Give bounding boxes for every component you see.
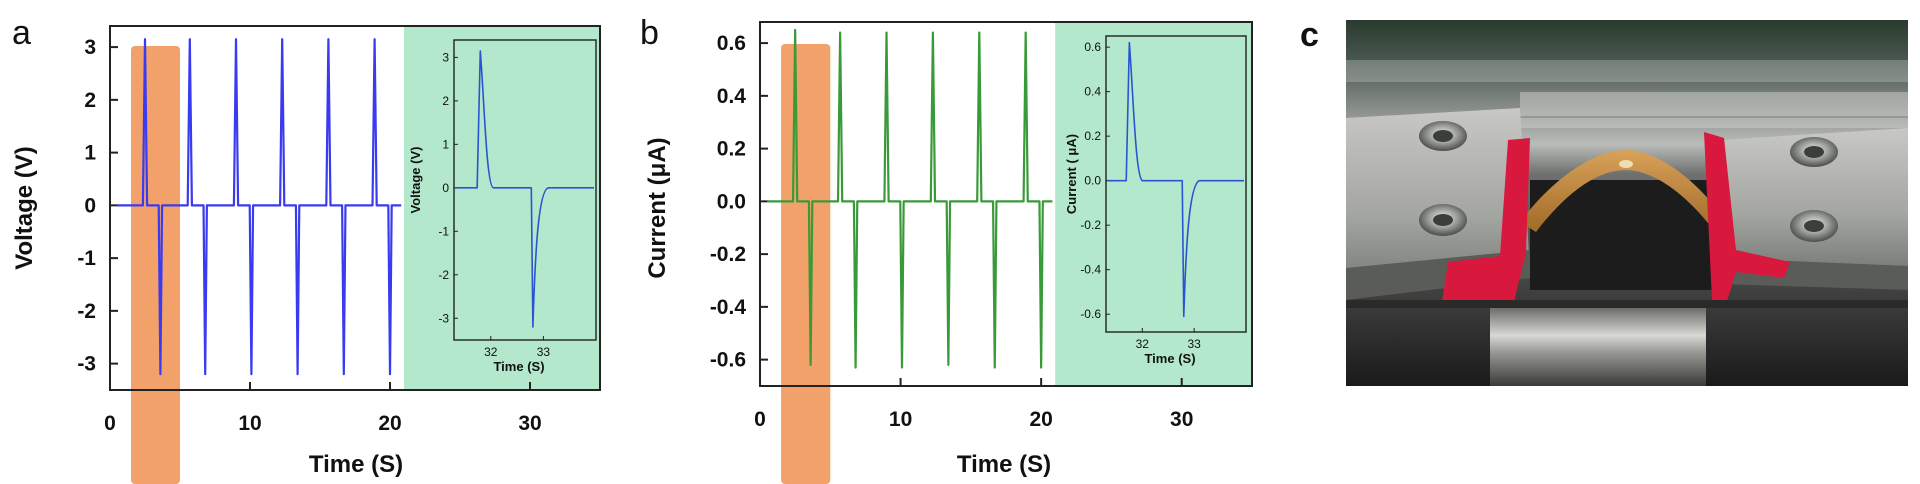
y-axis-label-b: Current (μA) xyxy=(644,137,671,278)
peak-negative xyxy=(343,373,345,375)
inset-y-tick-label: 0 xyxy=(442,181,449,195)
y-tick-label: -0.4 xyxy=(710,296,747,319)
inset-y-axis-label: Voltage (V) xyxy=(408,147,423,214)
device-photo xyxy=(1346,20,1908,386)
highlight-band xyxy=(781,44,831,484)
peak-negative xyxy=(901,366,903,369)
panel-label-a: a xyxy=(12,14,31,52)
y-tick-label: 1 xyxy=(84,142,96,165)
y-tick-label: 2 xyxy=(84,89,96,112)
inset-x-axis-label: Time (S) xyxy=(1144,351,1195,366)
inset-x-tick-label: 32 xyxy=(1136,337,1150,351)
inset-y-tick-label: 0.2 xyxy=(1084,129,1101,143)
peak-positive xyxy=(327,38,330,40)
y-tick-label: -0.2 xyxy=(710,243,746,266)
inset-y-tick-label: 0.6 xyxy=(1084,40,1101,54)
x-axis-label-b: Time (S) xyxy=(957,451,1051,478)
peak-positive xyxy=(189,38,191,40)
peak-negative xyxy=(854,366,857,369)
peak-positive xyxy=(885,31,888,34)
panel-label-c: c xyxy=(1300,16,1319,54)
inset-x-tick-label: 33 xyxy=(1187,337,1201,351)
panel-b: b 0.6 0.4 0.2 0.0 -0.2 -0.4 -0.6 0 10 20 30 0.6 0.4… xyxy=(640,14,1253,484)
panel-label-b: b xyxy=(640,14,659,52)
peak-positive xyxy=(235,38,237,40)
inset-y-tick-label: -3 xyxy=(438,311,449,325)
y-tick-label: 0.4 xyxy=(717,85,747,108)
y-tick-label: 0.6 xyxy=(717,32,746,55)
y-tick-label: 3 xyxy=(84,36,96,59)
y-tick-label: -1 xyxy=(77,247,96,270)
peak-negative xyxy=(159,373,162,375)
inset-y-tick-label: -2 xyxy=(438,268,449,282)
y-axis-label-a: Voltage (V) xyxy=(11,146,38,270)
y-tick-label: -0.6 xyxy=(710,349,746,372)
x-tick-label: 10 xyxy=(889,408,912,431)
inset-y-tick-label: 3 xyxy=(442,50,449,64)
peak-negative xyxy=(1040,366,1042,369)
inset-series-line xyxy=(1107,41,1244,318)
peak-positive xyxy=(281,38,284,40)
inset-y-tick-label: -1 xyxy=(438,224,449,238)
peak-positive xyxy=(373,38,376,40)
plot-frame-b xyxy=(759,21,1253,387)
y-tick-label: 0 xyxy=(84,194,96,217)
peak-negative xyxy=(809,364,812,366)
y-tick-label: 0.0 xyxy=(717,190,746,213)
x-tick-label: 0 xyxy=(104,412,116,435)
inset-background xyxy=(404,26,600,390)
x-tick-label: 30 xyxy=(518,412,541,435)
peak-positive xyxy=(1024,31,1027,34)
inset-frame xyxy=(453,39,597,341)
y-tick-label: -2 xyxy=(77,300,96,323)
inset-y-tick-label: -0.2 xyxy=(1080,218,1101,232)
x-tick-label: 30 xyxy=(1170,408,1193,431)
series-line xyxy=(117,38,402,376)
inset-background xyxy=(1055,22,1252,386)
inset-y-axis-label: Current ( μA) xyxy=(1064,134,1079,214)
x-axis-label-a: Time (S) xyxy=(309,451,403,478)
peak-positive xyxy=(978,31,981,34)
inset-y-tick-label: 0.4 xyxy=(1084,85,1101,99)
peak-negative xyxy=(947,364,950,366)
peak-negative xyxy=(250,373,253,375)
inset-y-tick-label: -0.6 xyxy=(1080,307,1101,321)
series-line xyxy=(767,28,1053,369)
x-tick-label: 20 xyxy=(378,412,401,435)
peak-negative xyxy=(389,373,391,375)
y-tick-label: 0.2 xyxy=(717,138,746,161)
inset-x-tick-label: 32 xyxy=(484,345,498,359)
panel-c: c xyxy=(1300,16,1908,386)
peak-positive xyxy=(932,31,934,34)
inset-y-tick-label: 1 xyxy=(442,137,449,151)
peak-positive xyxy=(839,31,841,34)
inset-series-line xyxy=(455,50,594,328)
plot-frame-a xyxy=(109,25,601,391)
inset-frame xyxy=(1105,35,1247,333)
inset-y-tick-label: 2 xyxy=(442,94,449,108)
peak-negative xyxy=(993,366,996,369)
x-tick-label: 0 xyxy=(754,408,766,431)
inset-y-tick-label: -0.4 xyxy=(1080,263,1101,277)
screw-icon xyxy=(1419,121,1838,242)
highlight-band xyxy=(131,46,180,484)
y-tick-label: -3 xyxy=(77,353,96,376)
peak-negative xyxy=(204,373,206,375)
inset-x-axis-label: Time (S) xyxy=(493,359,544,374)
x-tick-label: 20 xyxy=(1029,408,1052,431)
peak-positive xyxy=(144,38,146,40)
inset-y-tick-label: 0.0 xyxy=(1084,174,1101,188)
inset-x-tick-label: 33 xyxy=(537,345,551,359)
peak-negative xyxy=(296,373,299,375)
peak-positive xyxy=(794,29,796,31)
x-tick-label: 10 xyxy=(238,412,261,435)
